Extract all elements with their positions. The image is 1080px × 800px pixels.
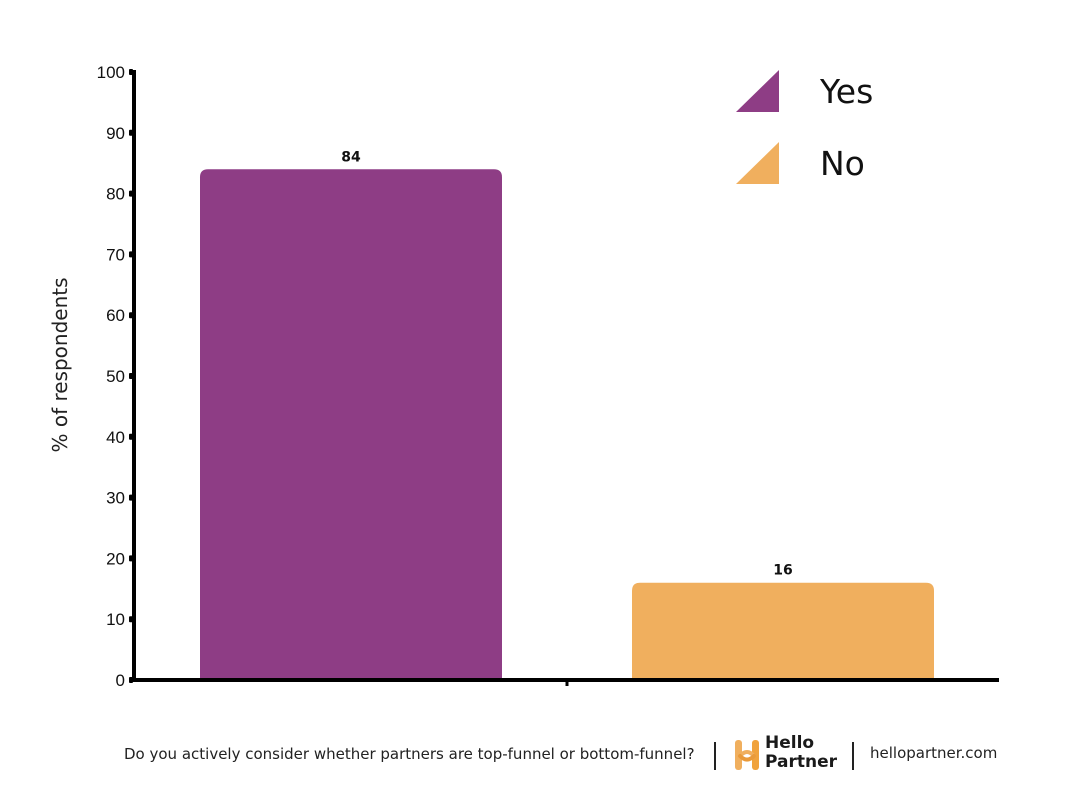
legend-label-yes: Yes	[819, 72, 873, 111]
website-link[interactable]: hellopartner.com	[870, 744, 998, 762]
y-tick-label: 40	[106, 428, 125, 447]
footer-divider	[852, 742, 854, 770]
legend: Yes No	[736, 70, 873, 184]
y-tick-label: 20	[106, 549, 125, 568]
y-tick-label: 30	[106, 489, 125, 508]
y-axis-ticks: 0 10 20 30 40 50 60 70 80 90 100	[97, 63, 133, 690]
data-label-no: 16	[773, 563, 792, 579]
data-label-yes: 84	[341, 149, 361, 165]
bar-no	[632, 582, 934, 680]
footer-divider	[714, 742, 716, 770]
y-tick-label: 60	[106, 306, 125, 325]
bar-yes	[200, 169, 502, 680]
y-axis-title-group: % of respondents	[48, 277, 72, 452]
brand-name: Hello Partner	[765, 734, 845, 772]
legend-swatch-yes	[736, 70, 779, 112]
y-tick-label: 0	[116, 671, 125, 690]
hello-partner-logo-icon	[735, 740, 759, 770]
bars	[200, 169, 934, 680]
data-labels: 84 16	[341, 149, 792, 578]
brand-name-line1: Hello	[765, 733, 815, 753]
y-tick-label: 10	[106, 610, 125, 629]
footer: Do you actively consider whether partner…	[0, 730, 1080, 780]
legend-label-no: No	[820, 144, 865, 183]
y-tick-label: 80	[106, 185, 125, 204]
y-axis-title: % of respondents	[48, 277, 72, 452]
y-tick-label: 70	[106, 245, 125, 264]
y-tick-label: 90	[106, 124, 125, 143]
bar-chart: % of respondents 0102030405060708090100 …	[48, 63, 999, 690]
y-tick-label: 100	[97, 63, 125, 82]
legend-swatch-no	[736, 142, 779, 184]
y-tick-label: 50	[106, 367, 125, 386]
brand-logo: Hello Partner	[734, 734, 844, 776]
brand-name-line2: Partner	[765, 752, 838, 772]
survey-question: Do you actively consider whether partner…	[124, 745, 695, 763]
